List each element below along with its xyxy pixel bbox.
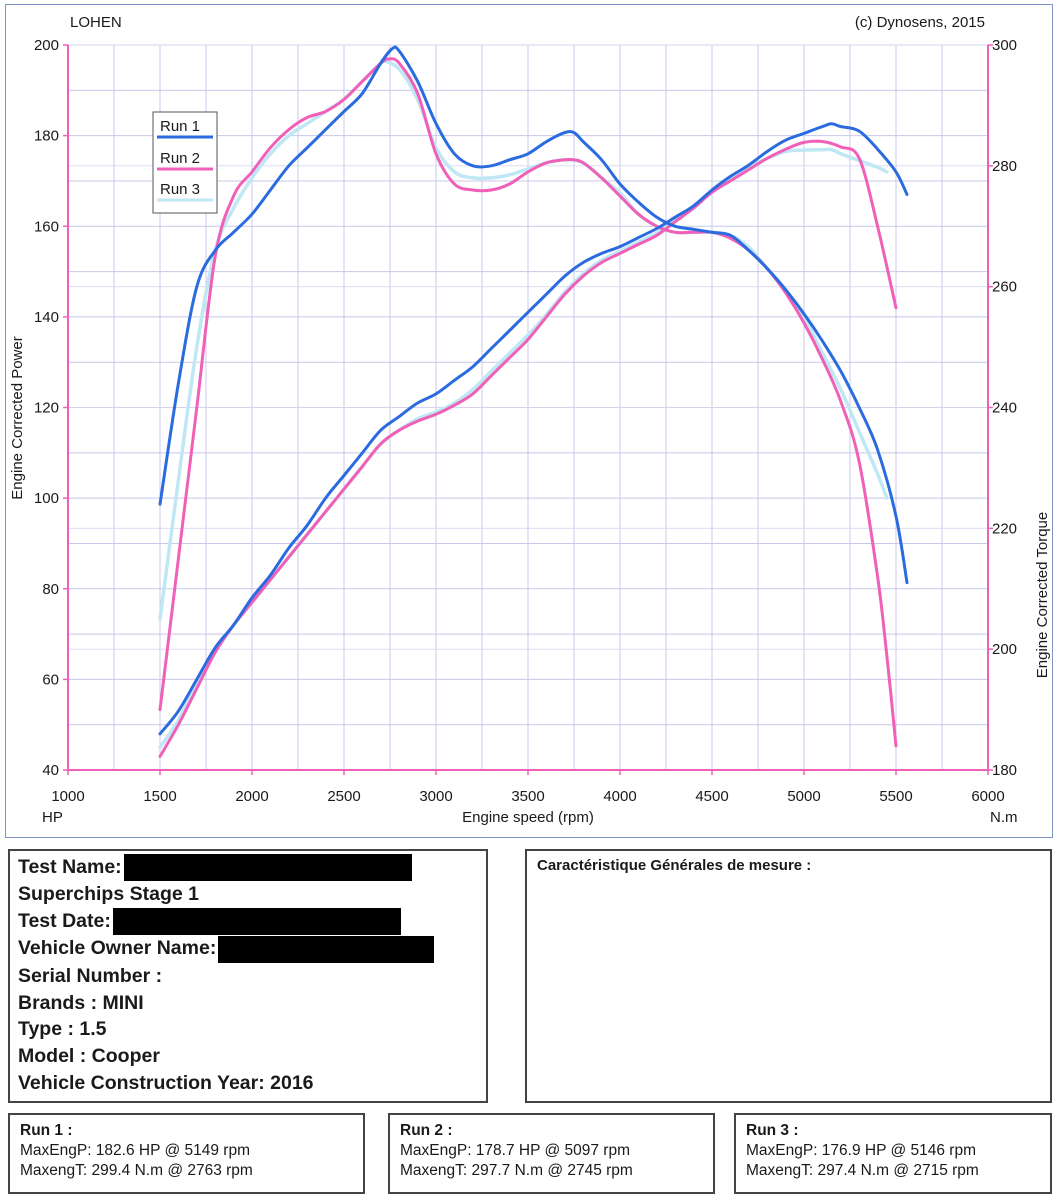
redaction-bar (218, 935, 435, 963)
header-left: LOHEN (70, 14, 122, 31)
year-line: Vehicle Construction Year: 2016 (18, 1072, 314, 1095)
series-run3-power (158, 147, 889, 750)
legend-label-run2: Run 2 (160, 150, 200, 167)
y-tick-label-right: 240 (992, 400, 1017, 417)
run-3-max-power: MaxEngP: 176.9 HP @ 5146 rpm (746, 1142, 976, 1159)
run-2-title: Run 2 : (400, 1122, 453, 1139)
legend-box (152, 111, 218, 214)
y-tick-label-right: 200 (992, 641, 1017, 658)
measurement-characteristics-title: Caractéristique Générales de mesure : (537, 857, 812, 874)
type-line: Type : 1.5 (18, 1018, 107, 1041)
run-2-max-torque: MaxengT: 297.7 N.m @ 2745 rpm (400, 1162, 633, 1179)
x-tick-label: 5500 (879, 788, 912, 805)
x-unit-right: N.m (990, 809, 1018, 826)
run-1-title: Run 1 : (20, 1122, 73, 1139)
x-tick-label: 4500 (695, 788, 728, 805)
measurement-characteristics-panel: Caractéristique Générales de mesure : (525, 849, 1052, 1103)
y-tick-label-left: 120 (34, 400, 59, 417)
test-name-label: Test Name: (18, 856, 122, 878)
run-3-summary: Run 3 : MaxEngP: 176.9 HP @ 5146 rpm Max… (734, 1113, 1052, 1194)
y-tick-label-left: 180 (34, 128, 59, 145)
x-tick-label: 6000 (971, 788, 1004, 805)
y-axis-title-left: Engine Corrected Power (9, 336, 26, 499)
y-tick-label-right: 300 (992, 37, 1017, 54)
y-tick-label-right: 220 (992, 520, 1017, 537)
y-tick-label-right: 180 (992, 762, 1017, 779)
test-date-label: Test Date: (18, 910, 111, 933)
model-line: Model : Cooper (18, 1045, 160, 1068)
y-tick-label-left: 100 (34, 490, 59, 507)
y-tick-label-left: 60 (42, 671, 59, 688)
test-date-row: Test Date: (18, 908, 478, 936)
y-axis-title-right: Engine Corrected Torque (1034, 512, 1051, 679)
x-tick-label: 2500 (327, 788, 360, 805)
y-tick-label-right: 260 (992, 279, 1017, 296)
run-1-max-power: MaxEngP: 182.6 HP @ 5149 rpm (20, 1142, 250, 1159)
x-tick-label: 1000 (51, 788, 84, 805)
series-run1-torque (158, 45, 909, 585)
y-tick-label-left: 40 (42, 762, 59, 779)
legend-label-run3: Run 3 (160, 181, 200, 198)
series-run1-power (158, 122, 909, 736)
x-tick-label: 3500 (511, 788, 544, 805)
labels-layer: 1000 1500 2000 2500 3000 3500 4000 4500 5000 5500… (34, 37, 1017, 805)
run-1-max-torque: MaxengT: 299.4 N.m @ 2763 rpm (20, 1162, 253, 1179)
test-info-panel: Test Name: Superchips Stage 1 Test Date:… (8, 849, 488, 1103)
x-axis-title: Engine speed (rpm) (462, 809, 594, 826)
x-unit-left: HP (42, 809, 63, 826)
header-right: (c) Dynosens, 2015 (855, 14, 985, 31)
run-1-summary: Run 1 : MaxEngP: 182.6 HP @ 5149 rpm Max… (8, 1113, 365, 1194)
x-tick-label: 4000 (603, 788, 636, 805)
run-3-max-torque: MaxengT: 297.4 N.m @ 2715 rpm (746, 1162, 979, 1179)
series-run2-power (158, 139, 898, 758)
y-tick-label-left: 160 (34, 218, 59, 235)
chart-frame (5, 4, 1053, 838)
x-tick-label: 1500 (143, 788, 176, 805)
x-tick-label: 3000 (419, 788, 452, 805)
legend-label-run1: Run 1 (160, 118, 200, 135)
run-3-title: Run 3 : (746, 1122, 799, 1139)
stage-line: Superchips Stage 1 (18, 883, 199, 906)
owner-row: Vehicle Owner Name: (18, 935, 478, 963)
series-layer (158, 45, 909, 758)
y-tick-label-left: 140 (34, 309, 59, 326)
series-run2-torque (158, 57, 898, 748)
run-2-summary: Run 2 : MaxEngP: 178.7 HP @ 5097 rpm Max… (388, 1113, 715, 1194)
owner-label: Vehicle Owner Name: (18, 937, 217, 960)
dyno-chart: 1000 1500 2000 2500 3000 3500 4000 4500 5000 5500… (9, 14, 1051, 826)
legend: Run 1 Run 2 Run 3 (152, 111, 218, 214)
x-tick-label: 2000 (235, 788, 268, 805)
axes-layer (63, 44, 993, 775)
redaction-bar (112, 908, 401, 936)
redaction-bar (123, 854, 412, 882)
y-tick-label-right: 280 (992, 158, 1017, 175)
brands-line: Brands : MINI (18, 991, 144, 1014)
y-tick-label-left: 80 (42, 581, 59, 598)
y-tick-label-left: 200 (34, 37, 59, 54)
serial-line: Serial Number : (18, 964, 163, 987)
test-name-row: Test Name: (18, 854, 478, 882)
x-tick-label: 5000 (787, 788, 820, 805)
run-2-max-power: MaxEngP: 178.7 HP @ 5097 rpm (400, 1142, 630, 1159)
